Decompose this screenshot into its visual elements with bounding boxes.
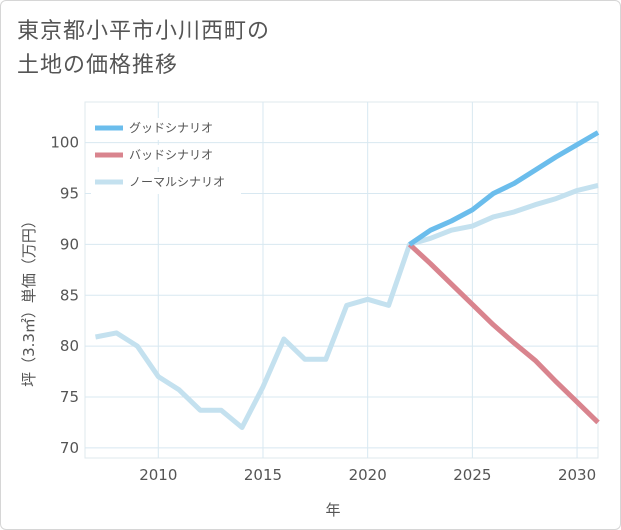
y-axis-label: 坪（3.3㎡）単価（万円）: [20, 213, 38, 387]
series-group: [95, 130, 600, 430]
y-tick-label: 100: [50, 134, 79, 152]
legend-label-normal: ノーマルシナリオ: [129, 175, 225, 189]
y-axis-ticks: 70 75 80 85 90 95 100: [50, 134, 79, 457]
y-tick-label: 85: [60, 286, 79, 304]
legend-label-bad: バッドシナリオ: [129, 148, 213, 162]
x-axis-label: 年: [325, 501, 340, 519]
y-tick-label: 70: [60, 439, 79, 457]
legend-bg: [91, 172, 241, 194]
series-line-good: [408, 130, 600, 247]
x-tick-label: 2010: [139, 466, 177, 484]
series-line-normal: [95, 182, 599, 430]
grid-lines: [85, 102, 598, 458]
series-line-bad: [407, 242, 600, 425]
y-tick-label: 90: [60, 235, 79, 253]
chart-title-line1: 東京都小平市小川西町の: [17, 19, 271, 44]
y-tick-label: 80: [60, 337, 79, 355]
x-tick-label: 2030: [558, 466, 596, 484]
legend-bg: [91, 118, 241, 140]
x-tick-label: 2025: [453, 466, 491, 484]
legend-bg: [91, 145, 241, 167]
chart-title: 東京都小平市小川西町の 土地の価格推移: [17, 15, 377, 83]
x-axis-ticks: 2010 2015 2020 2025 2030: [139, 466, 596, 484]
x-tick-label: 2015: [244, 466, 282, 484]
legend-label-good: グッドシナリオ: [129, 121, 213, 135]
x-tick-label: 2020: [349, 466, 387, 484]
chart-title-line2: 土地の価格推移: [17, 53, 179, 78]
y-tick-label: 75: [60, 388, 79, 406]
y-tick-label: 95: [60, 185, 79, 203]
